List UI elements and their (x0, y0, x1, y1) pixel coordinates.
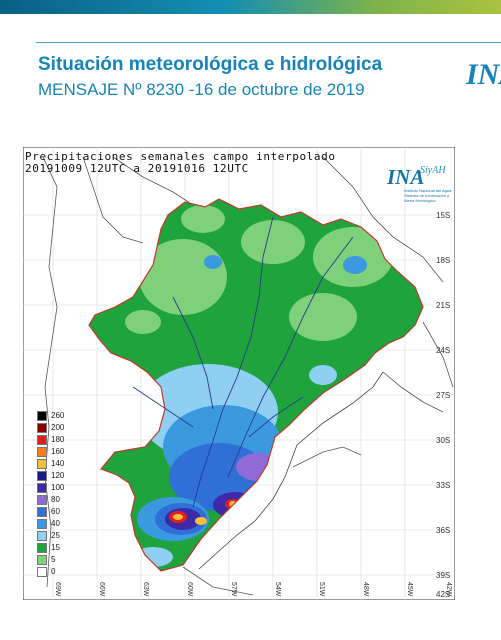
legend-label: 15 (51, 543, 60, 552)
legend-row: 100 (37, 482, 77, 494)
legend-swatch (37, 531, 47, 541)
ina-siyah-logo: INA (387, 165, 425, 189)
legend-label: 260 (51, 411, 65, 420)
legend-row: 120 (37, 470, 77, 482)
legend-label: 60 (51, 507, 60, 516)
legend-label: 5 (51, 555, 56, 564)
legend-row: 140 (37, 458, 77, 470)
lon-label: 42W (445, 582, 452, 597)
precipitation-map (23, 147, 455, 600)
lat-label: 27S (436, 391, 451, 400)
map-heading-line2: 20191009 12UTC a 20191016 12UTC (25, 162, 249, 175)
lat-label: 36S (436, 526, 451, 535)
legend-row: 25 (37, 530, 77, 542)
precip-legend: 260 200 180 160 140 120 100 80 60 40 25 15 5 0 (37, 410, 77, 578)
rivers (132, 216, 354, 508)
top-banner-bar (0, 0, 501, 14)
lat-label: 18S (436, 256, 451, 265)
legend-swatch (37, 495, 47, 505)
legend-label: 160 (51, 447, 65, 456)
siyah-logo-text: SiyAH (420, 165, 446, 176)
map-canvas (23, 147, 455, 600)
legend-row: 260 (37, 410, 77, 422)
legend-swatch (37, 459, 47, 469)
lon-label: 54W (274, 582, 281, 597)
legend-label: 25 (51, 531, 60, 540)
lon-label: 66W (98, 582, 105, 597)
lat-label: 24S (436, 346, 451, 355)
legend-row: 200 (37, 422, 77, 434)
legend-swatch (37, 519, 47, 529)
legend-swatch (37, 567, 47, 577)
lon-label: 69W (54, 582, 61, 597)
legend-swatch (37, 507, 47, 517)
lon-label: 45W (406, 582, 413, 597)
legend-swatch (37, 543, 47, 553)
legend-row: 180 (37, 434, 77, 446)
legend-swatch (37, 435, 47, 445)
lat-label: 33S (436, 481, 451, 490)
legend-row: 40 (37, 518, 77, 530)
legend-label: 0 (51, 567, 56, 576)
legend-label: 80 (51, 495, 60, 504)
lat-label: 15S (436, 211, 451, 220)
header-rule (36, 42, 501, 43)
legend-label: 40 (51, 519, 60, 528)
legend-swatch (37, 411, 47, 421)
legend-row: 0 (37, 566, 77, 578)
map-heading-line1: Precipitaciones semanales campo interpol… (25, 150, 336, 163)
lon-label: 57W (230, 582, 237, 597)
coastline (198, 371, 384, 570)
legend-swatch (37, 447, 47, 457)
legend-row: 5 (37, 554, 77, 566)
legend-label: 180 (51, 435, 65, 444)
legend-label: 120 (51, 471, 65, 480)
lon-label: 51W (318, 582, 325, 597)
legend-label: 140 (51, 459, 65, 468)
legend-swatch (37, 423, 47, 433)
legend-swatch (37, 471, 47, 481)
page-title: Situación meteorológica e hidrológica (38, 54, 383, 75)
logo-tagline: Instituto Nacional del Agua · Sistema de… (404, 188, 454, 203)
legend-row: 15 (37, 542, 77, 554)
legend-swatch (37, 483, 47, 493)
page-subtitle: MENSAJE Nº 8230 -16 de octubre de 2019 (38, 80, 365, 99)
lon-label: 60W (186, 582, 193, 597)
lat-label: 21S (436, 301, 451, 310)
country-borders (42, 156, 454, 596)
legend-row: 80 (37, 494, 77, 506)
legend-swatch (37, 555, 47, 565)
lon-label: 63W (142, 582, 149, 597)
basin-outline (88, 198, 424, 572)
lat-label: 42S (436, 590, 451, 599)
legend-label: 100 (51, 483, 65, 492)
legend-row: 60 (37, 506, 77, 518)
lat-label: 39S (436, 571, 451, 580)
ina-logo: INA (466, 58, 501, 91)
legend-row: 160 (37, 446, 77, 458)
lon-label: 48W (362, 582, 369, 597)
legend-label: 200 (51, 423, 65, 432)
lat-label: 30S (436, 436, 451, 445)
